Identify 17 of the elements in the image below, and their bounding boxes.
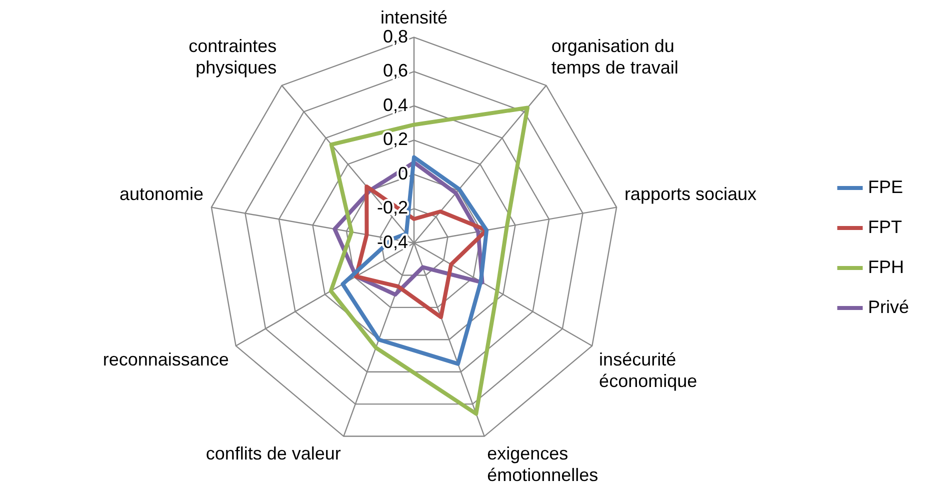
- y-tick-label: 0,4: [382, 94, 408, 115]
- y-tick-label: 0,8: [382, 26, 408, 46]
- spoke-label: contraintes physiques: [188, 36, 277, 78]
- spoke-label: insécurité économique: [599, 350, 698, 392]
- legend-label: Privé: [868, 296, 910, 317]
- legend-label: FPT: [868, 216, 902, 237]
- spoke-label: organisation du temps de travail: [551, 36, 678, 78]
- y-tick-label: 0,6: [382, 60, 408, 81]
- y-tick-label: 0,2: [382, 129, 408, 150]
- spoke-label: reconnaissance: [102, 350, 229, 370]
- spoke-label: conflits de valeur: [206, 444, 341, 464]
- spoke-label: intensité: [380, 7, 448, 28]
- spoke-label: autonomie: [119, 184, 204, 204]
- spoke-label: exigences émotionnelles: [487, 444, 598, 486]
- legend-label: FPH: [868, 256, 904, 277]
- spoke-label: rapports sociaux: [624, 184, 757, 204]
- legend-label: FPE: [868, 176, 904, 197]
